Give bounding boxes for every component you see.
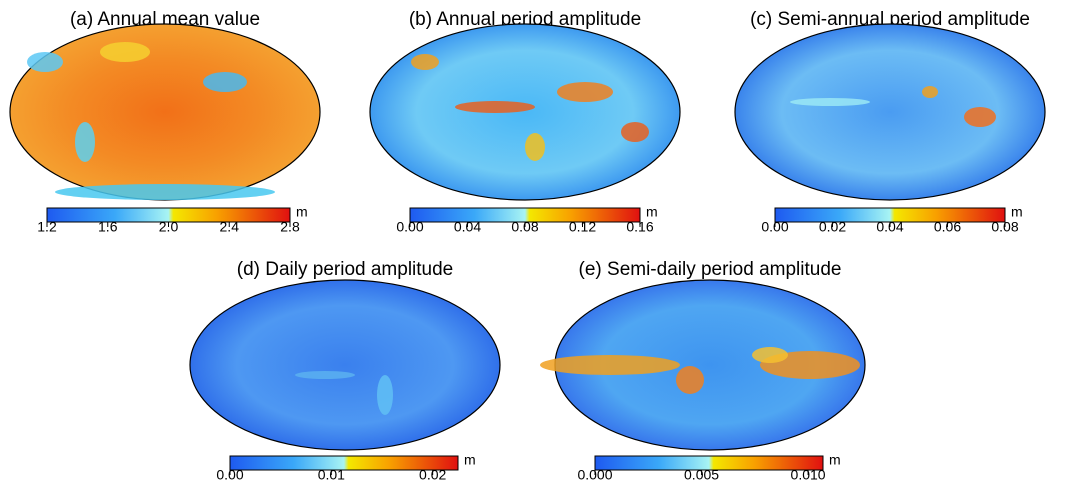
colorbar-tick-label: 0.00 xyxy=(761,219,788,235)
panel-title: (c) Semi-annual period amplitude xyxy=(750,9,1030,30)
colorbar-tick-label: 0.08 xyxy=(991,219,1018,235)
colorbar-unit: m xyxy=(464,452,476,468)
colorbar-tick-label: 0.000 xyxy=(577,467,612,483)
colorbar-tick-label: 0.08 xyxy=(511,219,538,235)
map-feature xyxy=(922,86,938,98)
map-feature xyxy=(27,52,63,72)
colorbar-tick-label: 0.005 xyxy=(684,467,719,483)
map-feature xyxy=(540,355,680,375)
map-feature xyxy=(790,98,870,106)
map xyxy=(9,23,321,201)
panel-title: (d) Daily period amplitude xyxy=(237,259,454,280)
colorbar-tick-label: 0.16 xyxy=(626,219,653,235)
map-feature xyxy=(203,72,247,92)
colorbar-tick-label: 2.4 xyxy=(220,219,240,235)
colorbar-tick-label: 0.02 xyxy=(819,219,846,235)
map-feature xyxy=(621,122,649,142)
map-feature xyxy=(557,82,613,102)
map-feature xyxy=(75,122,95,162)
panel-title: (a) Annual mean value xyxy=(70,9,260,30)
colorbar-tick-label: 0.00 xyxy=(216,467,243,483)
colorbar-unit: m xyxy=(646,204,658,220)
colorbar-tick-label: 2.8 xyxy=(280,219,300,235)
panel-title: (b) Annual period amplitude xyxy=(409,9,641,30)
map-feature xyxy=(676,366,704,394)
colorbar-unit: m xyxy=(1011,204,1023,220)
colorbar-tick-label: 0.04 xyxy=(876,219,903,235)
map-feature xyxy=(752,347,788,363)
panel-title: (e) Semi-daily period amplitude xyxy=(579,259,842,280)
map-feature xyxy=(377,375,393,415)
map-feature xyxy=(525,133,545,161)
colorbar-tick-label: 1.2 xyxy=(37,219,57,235)
colorbar-tick-label: 0.04 xyxy=(454,219,481,235)
colorbar-tick-label: 1.6 xyxy=(98,219,118,235)
colorbar-unit: m xyxy=(296,204,308,220)
map-feature xyxy=(411,54,439,70)
map-feature xyxy=(295,371,355,379)
map-feature xyxy=(100,42,150,62)
colorbar-tick-label: 0.010 xyxy=(791,467,826,483)
map xyxy=(734,23,1046,201)
map xyxy=(369,23,681,201)
colorbar-tick-label: 0.02 xyxy=(419,467,446,483)
map xyxy=(189,279,501,451)
map-feature xyxy=(964,107,996,127)
colorbar xyxy=(594,455,824,471)
colorbar-tick-label: 0.06 xyxy=(934,219,961,235)
colorbar-tick-label: 0.12 xyxy=(569,219,596,235)
colorbar-unit: m xyxy=(829,452,841,468)
colorbar-tick-label: 2.0 xyxy=(159,219,179,235)
colorbar-tick-label: 0.01 xyxy=(318,467,345,483)
map-feature xyxy=(455,101,535,113)
map-feature xyxy=(55,184,275,200)
colorbar-tick-label: 0.00 xyxy=(396,219,423,235)
colorbar xyxy=(229,455,459,471)
